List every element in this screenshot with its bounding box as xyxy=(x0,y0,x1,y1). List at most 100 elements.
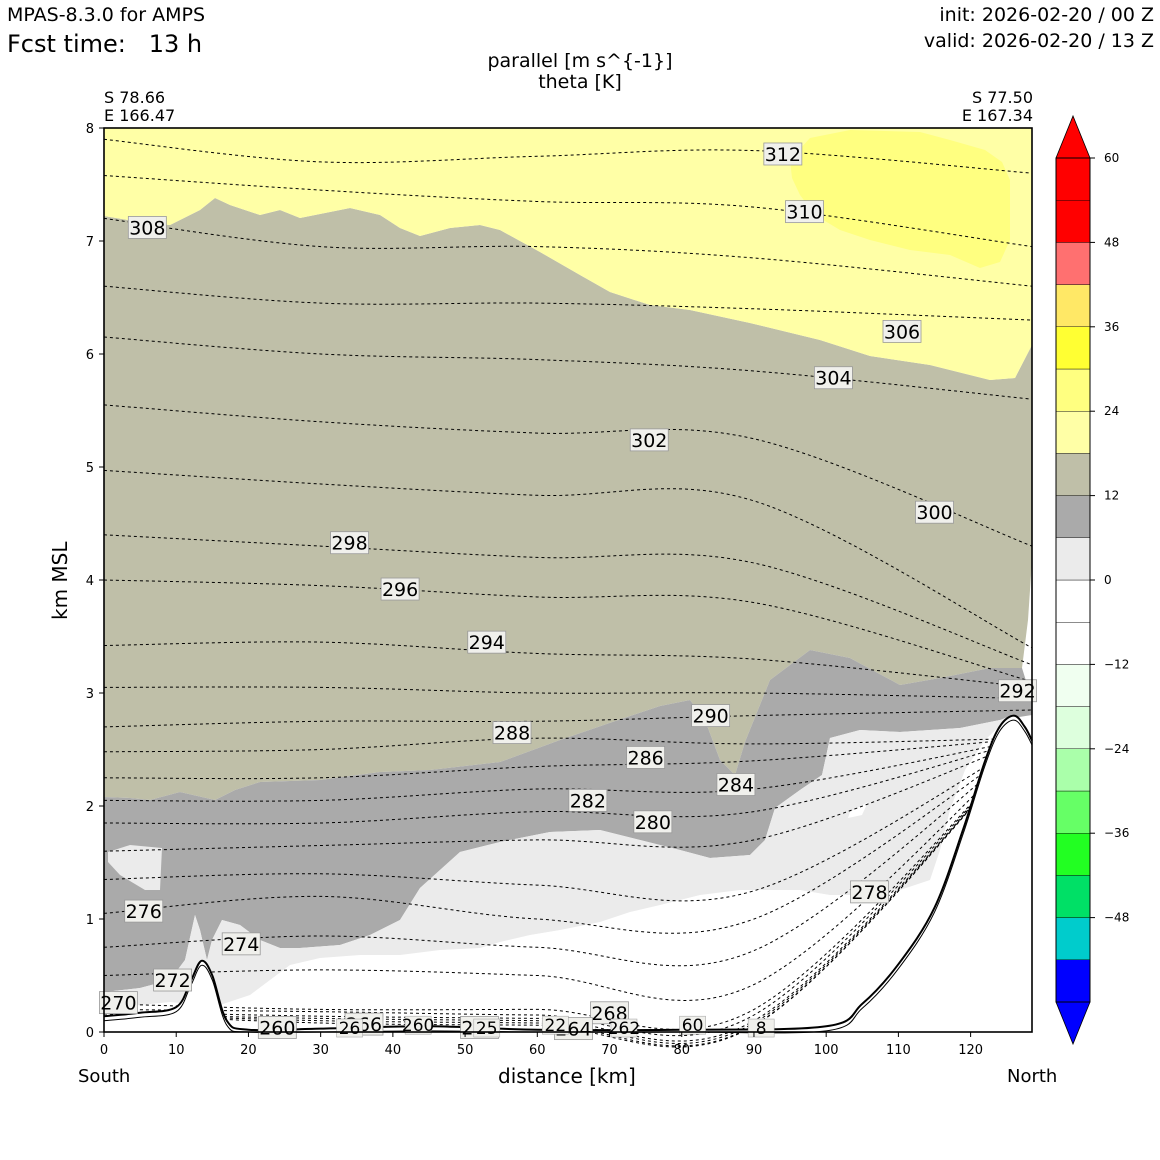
colorbar-bin xyxy=(1055,664,1091,707)
contour-label-box xyxy=(998,679,1037,703)
contour-label-text: 282 xyxy=(570,790,606,812)
shade-band-18-24 xyxy=(104,198,1032,800)
contour-label-276: 276 xyxy=(124,899,164,923)
colorbar-tick-label: 48 xyxy=(1104,235,1119,249)
colorbar-bin xyxy=(1055,790,1091,834)
right-endpoint-coords: S 77.50 E 167.34 xyxy=(962,89,1033,125)
colorbar-bin xyxy=(1055,199,1091,243)
contour-label-fragment: 26 xyxy=(336,1018,363,1039)
contour-label-272: 272 xyxy=(153,968,193,992)
theta-contour-266 xyxy=(103,737,1033,1042)
contour-label-box xyxy=(785,200,824,224)
contour-fragment-text: 25 xyxy=(476,1019,498,1039)
x-tick-label: 30 xyxy=(312,1043,329,1058)
contour-label-310: 310 xyxy=(785,200,824,224)
theta-contour-284 xyxy=(103,737,1033,802)
theta-contour-290 xyxy=(103,709,1033,728)
left-longitude: E 166.47 xyxy=(104,106,176,125)
contour-label-286: 286 xyxy=(626,746,666,769)
theta-contour-264 xyxy=(103,737,1033,1044)
contour-label-296: 296 xyxy=(380,577,420,601)
colorbar-bin xyxy=(1055,579,1091,623)
y-tick-label: 5 xyxy=(86,461,94,476)
contour-fragment-box xyxy=(542,1015,569,1035)
contour-label-text: 304 xyxy=(815,368,851,390)
forecast-time-label: Fcst time: xyxy=(7,30,126,58)
colorbar-bin xyxy=(1055,284,1091,328)
colorbar-bin xyxy=(1055,622,1091,665)
contour-label-box xyxy=(716,773,756,796)
theta-contour-292 xyxy=(103,686,1033,700)
colorbar-tick-label: −24 xyxy=(1104,742,1129,756)
theta-contour-298 xyxy=(103,534,1033,666)
contour-fragment-text: 8 xyxy=(756,1019,767,1039)
shade-band-6-12 xyxy=(104,716,1010,1008)
y-tick-label: 0 xyxy=(86,1026,94,1041)
contour-label-box xyxy=(629,428,669,452)
contour-label-text: 292 xyxy=(999,681,1035,703)
y-tick-label: 6 xyxy=(86,348,94,363)
contour-label-box xyxy=(467,630,507,654)
contour-label-298: 298 xyxy=(330,531,369,555)
x-tick-label: 110 xyxy=(886,1043,911,1058)
theta-contour-310 xyxy=(103,175,1033,248)
contour-label-text: 310 xyxy=(786,202,822,224)
contour-fragment-text: 260 xyxy=(402,1016,434,1036)
contour-label-box xyxy=(633,810,673,834)
contour-label-270: 270 xyxy=(99,991,138,1015)
contour-label-box xyxy=(99,991,138,1015)
y-tick-label: 1 xyxy=(86,913,94,928)
contour-label-box xyxy=(153,968,193,992)
contour-label-290: 290 xyxy=(691,704,731,728)
shade-island-left xyxy=(108,845,162,890)
theta-contour-282 xyxy=(103,737,1033,825)
left-latitude: S 78.66 xyxy=(104,88,166,107)
colorbar-extend-max xyxy=(1055,114,1091,159)
contour-label-text: 290 xyxy=(692,706,728,728)
y-tick-label: 3 xyxy=(86,687,94,702)
contour-label-278: 278 xyxy=(850,880,889,904)
contour-label-box xyxy=(492,721,532,744)
theta-contour-302 xyxy=(103,404,1033,547)
colorbar-bin xyxy=(1055,326,1091,370)
contour-label-text: 298 xyxy=(331,533,367,555)
colorbar-bin xyxy=(1055,453,1091,496)
contour-label-text: 302 xyxy=(631,430,667,452)
contour-label-text: 296 xyxy=(382,579,418,601)
x-tick-label: 100 xyxy=(814,1043,839,1058)
contour-label-text: 270 xyxy=(100,993,136,1015)
y-tick-label: 4 xyxy=(86,574,94,589)
contour-fragment-text: 262 xyxy=(608,1019,640,1039)
contour-label-292: 292 xyxy=(998,679,1037,703)
colorbar-bin xyxy=(1055,875,1091,918)
colorbar-bin xyxy=(1055,242,1091,285)
contour-label-282: 282 xyxy=(568,788,608,812)
contour-label-fragment: 60 xyxy=(679,1015,706,1036)
contour-label-box xyxy=(127,216,167,239)
contour-label-text: 294 xyxy=(469,632,505,654)
contour-label-fragment: 260 xyxy=(402,1015,434,1036)
x-tick-label: 70 xyxy=(601,1043,618,1058)
contour-label-fragment: 262 xyxy=(608,1018,640,1039)
x-tick-label: 50 xyxy=(457,1043,474,1058)
theta-contour-294 xyxy=(103,641,1033,688)
contour-label-260: 260 xyxy=(257,1016,297,1039)
x-tick-label: 0 xyxy=(100,1043,108,1058)
colorbar-bin xyxy=(1055,748,1091,792)
contour-label-text: 260 xyxy=(259,1017,295,1039)
contour-fragment-box xyxy=(679,1015,706,1035)
contour-label-280: 280 xyxy=(633,810,673,834)
colorbar-bin xyxy=(1055,706,1091,749)
y-tick-label: 7 xyxy=(86,235,94,250)
direction-south: South xyxy=(78,1066,131,1087)
theta-contour-278 xyxy=(103,737,1033,902)
contour-label-box xyxy=(691,704,731,727)
theta-contour-300 xyxy=(103,469,1033,649)
colorbar-tick-label: 12 xyxy=(1104,489,1119,503)
contour-label-text: 280 xyxy=(635,812,671,834)
contour-label-box xyxy=(124,899,164,923)
contour-label-306: 306 xyxy=(882,319,922,343)
left-endpoint-coords: S 78.66 E 166.47 xyxy=(104,89,175,125)
contour-label-text: 274 xyxy=(223,934,259,956)
